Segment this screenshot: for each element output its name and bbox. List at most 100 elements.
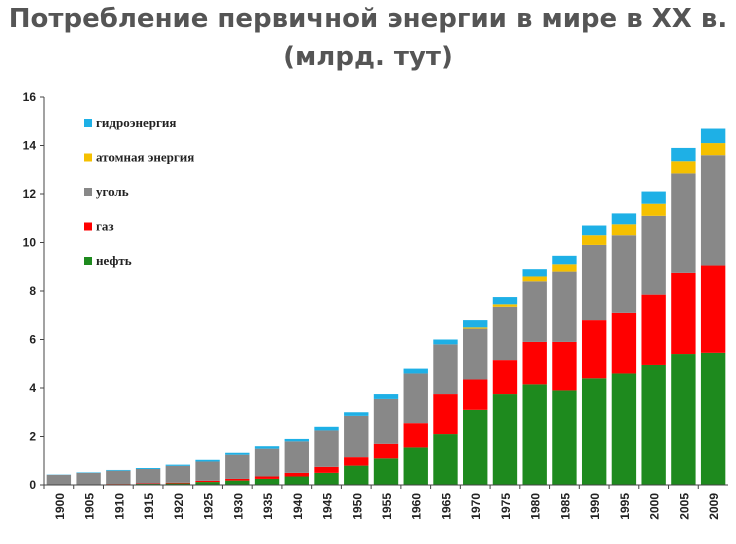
bar-segment — [344, 457, 369, 466]
bar-segment — [165, 464, 191, 466]
bar-segment — [522, 269, 547, 277]
x-tick-label: 1915 — [142, 493, 156, 520]
bar-segment — [611, 235, 637, 313]
bar-segment — [225, 454, 250, 479]
bar-segment — [581, 225, 607, 236]
bar-segment — [403, 423, 428, 448]
bar-segment — [700, 128, 726, 144]
bar-segment — [165, 465, 191, 483]
bar-segment — [373, 398, 399, 444]
bar-segment — [284, 438, 309, 442]
x-tick-label: 1955 — [380, 493, 394, 520]
bar-segment — [492, 306, 518, 361]
bar-segment — [611, 312, 637, 374]
chart-title-line1: Потребление первичной энергии в мире в X… — [8, 4, 728, 34]
bar-segment — [463, 328, 488, 380]
bar-segment — [225, 480, 250, 485]
legend-swatch — [84, 153, 92, 162]
y-tick-label: 16 — [23, 90, 37, 104]
bar-segment — [522, 384, 547, 485]
bar-segment — [284, 441, 309, 473]
bar-segment — [433, 434, 458, 485]
bar-segment — [492, 297, 518, 305]
bar-segment — [463, 320, 488, 328]
bar-segment — [463, 379, 488, 410]
x-tick-label: 1950 — [350, 493, 364, 520]
y-tick-label: 4 — [29, 381, 36, 395]
bar-segment — [284, 476, 309, 485]
bar-segment — [373, 443, 399, 459]
bar-segment — [641, 364, 666, 485]
bar-segment — [433, 394, 458, 435]
legend-swatch — [84, 119, 92, 127]
bar-segment — [135, 468, 161, 484]
bar-segment — [106, 469, 131, 471]
x-tick-label: 1910 — [112, 493, 126, 520]
bar-segment — [700, 143, 726, 156]
bar-segment — [522, 276, 547, 282]
x-tick-label: 1995 — [618, 493, 632, 520]
bar-segment — [611, 373, 637, 485]
bar-segment — [344, 412, 369, 416]
bar-segment — [76, 472, 101, 485]
bar-segment — [284, 472, 309, 477]
bar-segment — [165, 483, 191, 485]
bar-segment — [254, 476, 280, 479]
x-tick-label: 2009 — [707, 493, 721, 520]
bars — [46, 128, 726, 485]
bar-segment — [195, 461, 220, 481]
bar-segment — [671, 272, 696, 355]
bar-segment — [135, 468, 161, 469]
x-tick-label: 1935 — [261, 493, 275, 520]
x-tick-label: 1960 — [410, 493, 424, 520]
legend-label: гидроэнергия — [96, 115, 176, 130]
x-tick-label: 1970 — [469, 493, 483, 520]
bar-segment — [344, 465, 369, 485]
bar-segment — [581, 244, 607, 321]
bar-segment — [552, 264, 577, 272]
bar-segment — [671, 161, 696, 174]
bar-segment — [373, 458, 399, 485]
x-tick-label: 1905 — [83, 493, 97, 520]
legend-label: газ — [96, 219, 114, 234]
bar-segment — [254, 446, 280, 449]
legend-label: уголь — [96, 184, 129, 199]
chart-title-line2: (млрд. тут) — [283, 42, 453, 72]
legend-swatch — [84, 222, 92, 231]
bar-segment — [195, 482, 220, 485]
bar-segment — [671, 173, 696, 273]
x-tick-label: 1965 — [439, 493, 453, 520]
y-tick-label: 10 — [23, 236, 37, 250]
bar-segment — [403, 447, 428, 485]
bar-segment — [552, 390, 577, 485]
bar-segment — [700, 155, 726, 266]
x-tick-label: 1980 — [529, 493, 543, 520]
bar-segment — [463, 327, 488, 329]
bar-segment — [671, 147, 696, 162]
legend-swatch — [84, 188, 92, 196]
x-tick-label: 1920 — [172, 493, 186, 520]
bar-segment — [463, 409, 488, 485]
bar-segment — [403, 373, 428, 424]
y-tick-label: 6 — [29, 333, 36, 347]
bar-segment — [314, 430, 339, 467]
y-tick-label: 12 — [23, 187, 37, 201]
x-tick-label: 1930 — [231, 493, 245, 520]
bar-segment — [254, 448, 280, 477]
axes: 0 2 4 6 8 10 12 14 16 1900 1905 1910 1915 1920 1925 193… — [23, 90, 728, 520]
bar-segment — [641, 294, 666, 365]
bar-segment — [581, 235, 607, 245]
x-tick-label: 1900 — [53, 493, 67, 520]
x-tick-label: 1975 — [499, 493, 513, 520]
bar-segment — [671, 354, 696, 485]
legend: гидроэнергия атомная энергия уголь газ нефть — [84, 115, 194, 268]
bar-segment — [641, 203, 666, 216]
bar-segment — [492, 304, 518, 307]
bar-segment — [433, 344, 458, 395]
bar-segment — [314, 426, 339, 431]
bar-segment — [403, 368, 428, 374]
bar-segment — [611, 224, 637, 236]
x-tick-label: 2005 — [677, 493, 691, 520]
x-tick-label: 2000 — [648, 493, 662, 520]
